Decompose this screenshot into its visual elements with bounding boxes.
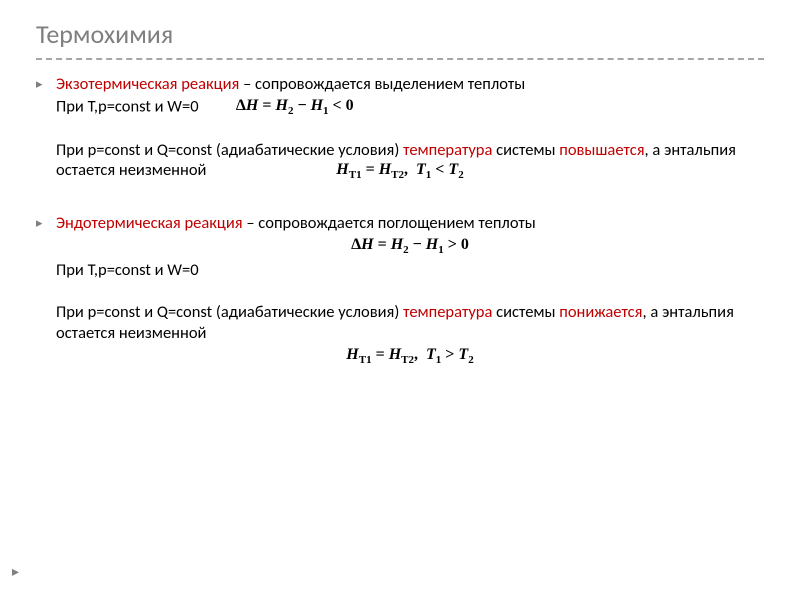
exo-formula1: ΔH = H2 − H1 < 0 [236, 96, 354, 119]
exo-line2-pre: При p=const и Q=const (адиабатические ус… [56, 140, 403, 160]
endo-formula1-row: ΔH = H2 − H1 > 0 [36, 235, 764, 258]
exo-line2-red2: повышается [559, 140, 644, 160]
exo-adiabatic-block: При p=const и Q=const (адиабатические ус… [36, 140, 764, 181]
slide: Термохимия ▸ Экзотермическая реакция – с… [0, 0, 800, 600]
exo-line2-red1: температура [403, 140, 492, 160]
endo-line2-mid: системы [492, 302, 559, 322]
endo-formula2-row: HT1 = HT2, T1 > T2 [36, 345, 764, 368]
spacer [36, 181, 764, 201]
exo-formula2-overlap: HT1 = HT2, T1 < T2 [36, 160, 764, 183]
endo-line2-pre: При p=const и Q=const (адиабатические ус… [56, 302, 403, 322]
exo-formula2: HT1 = HT2, T1 < T2 [336, 160, 463, 183]
endo-adiabatic-block: При p=const и Q=const (адиабатические ус… [36, 302, 764, 343]
endo-term: Эндотермическая реакция [56, 213, 243, 233]
bullet-exothermic: ▸ Экзотермическая реакция – сопровождает… [36, 74, 764, 95]
endo-formula2: HT1 = HT2, T1 > T2 [346, 345, 473, 368]
bullet-marker-icon: ▸ [36, 216, 43, 232]
footer-marker-icon: ▸ [12, 563, 19, 580]
slide-title: Термохимия [36, 18, 764, 50]
endo-line1-text: При T,p=const и W=0 [56, 260, 199, 280]
exo-rest: – сопровождается выделением теплоты [239, 74, 525, 94]
exo-line1: При T,p=const и W=0 ΔH = H2 − H1 < 0 [36, 96, 764, 119]
slide-content: ▸ Экзотермическая реакция – сопровождает… [36, 74, 764, 368]
exo-term: Экзотермическая реакция [56, 74, 239, 94]
endo-line1: При T,p=const и W=0 [36, 260, 764, 281]
bullet-endothermic: ▸ Эндотермическая реакция – сопровождает… [36, 213, 764, 234]
endo-line2-red1: температура [403, 302, 492, 322]
spacer [36, 281, 764, 301]
exo-line1-text: При T,p=const и W=0 [56, 96, 199, 116]
exo-line2-mid: системы [492, 140, 559, 160]
endo-formula1: ΔH = H2 − H1 > 0 [351, 235, 469, 258]
endo-rest: – сопровождается поглощением теплоты [243, 213, 536, 233]
spacer [36, 201, 764, 211]
spacer [36, 119, 764, 139]
endo-line2-red2: понижается [559, 302, 642, 322]
title-divider [36, 58, 764, 60]
bullet-marker-icon: ▸ [36, 77, 43, 93]
